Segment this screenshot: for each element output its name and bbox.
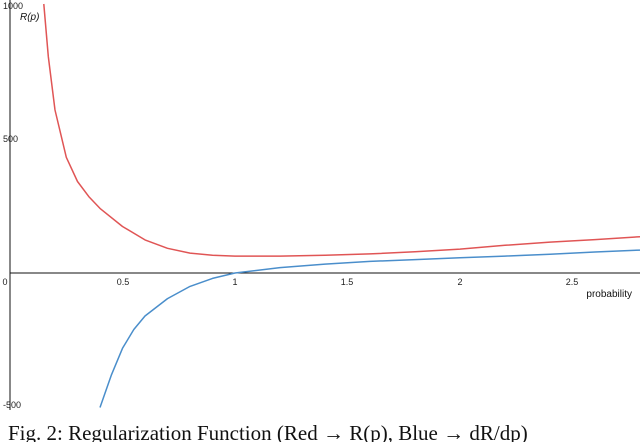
y-axis-label: R(p) xyxy=(20,12,39,23)
x-tick-label: 0 xyxy=(2,277,7,287)
x-tick-label: 0.5 xyxy=(117,277,130,287)
chart: R(p) probability 0 0.5 1 1.5 2 2.5 1000 … xyxy=(2,0,640,410)
x-tick-label: 1 xyxy=(232,277,237,287)
x-ticks: 0 0.5 1 1.5 2 2.5 xyxy=(2,277,578,287)
y-tick-label: 500 xyxy=(3,134,18,144)
y-ticks: 1000 500 -500 xyxy=(3,1,23,410)
series-layer xyxy=(43,3,640,408)
x-tick-label: 1.5 xyxy=(341,277,354,287)
y-tick-label: -500 xyxy=(3,400,21,410)
series-line-blue xyxy=(99,249,640,408)
figure-caption: Fig. 2: Regularization Function (Red → R… xyxy=(8,421,528,442)
x-tick-label: 2.5 xyxy=(566,277,579,287)
x-axis-label: probability xyxy=(586,289,632,300)
y-tick-label: 1000 xyxy=(3,1,23,11)
x-tick-label: 2 xyxy=(457,277,462,287)
series-line-red xyxy=(43,3,640,257)
